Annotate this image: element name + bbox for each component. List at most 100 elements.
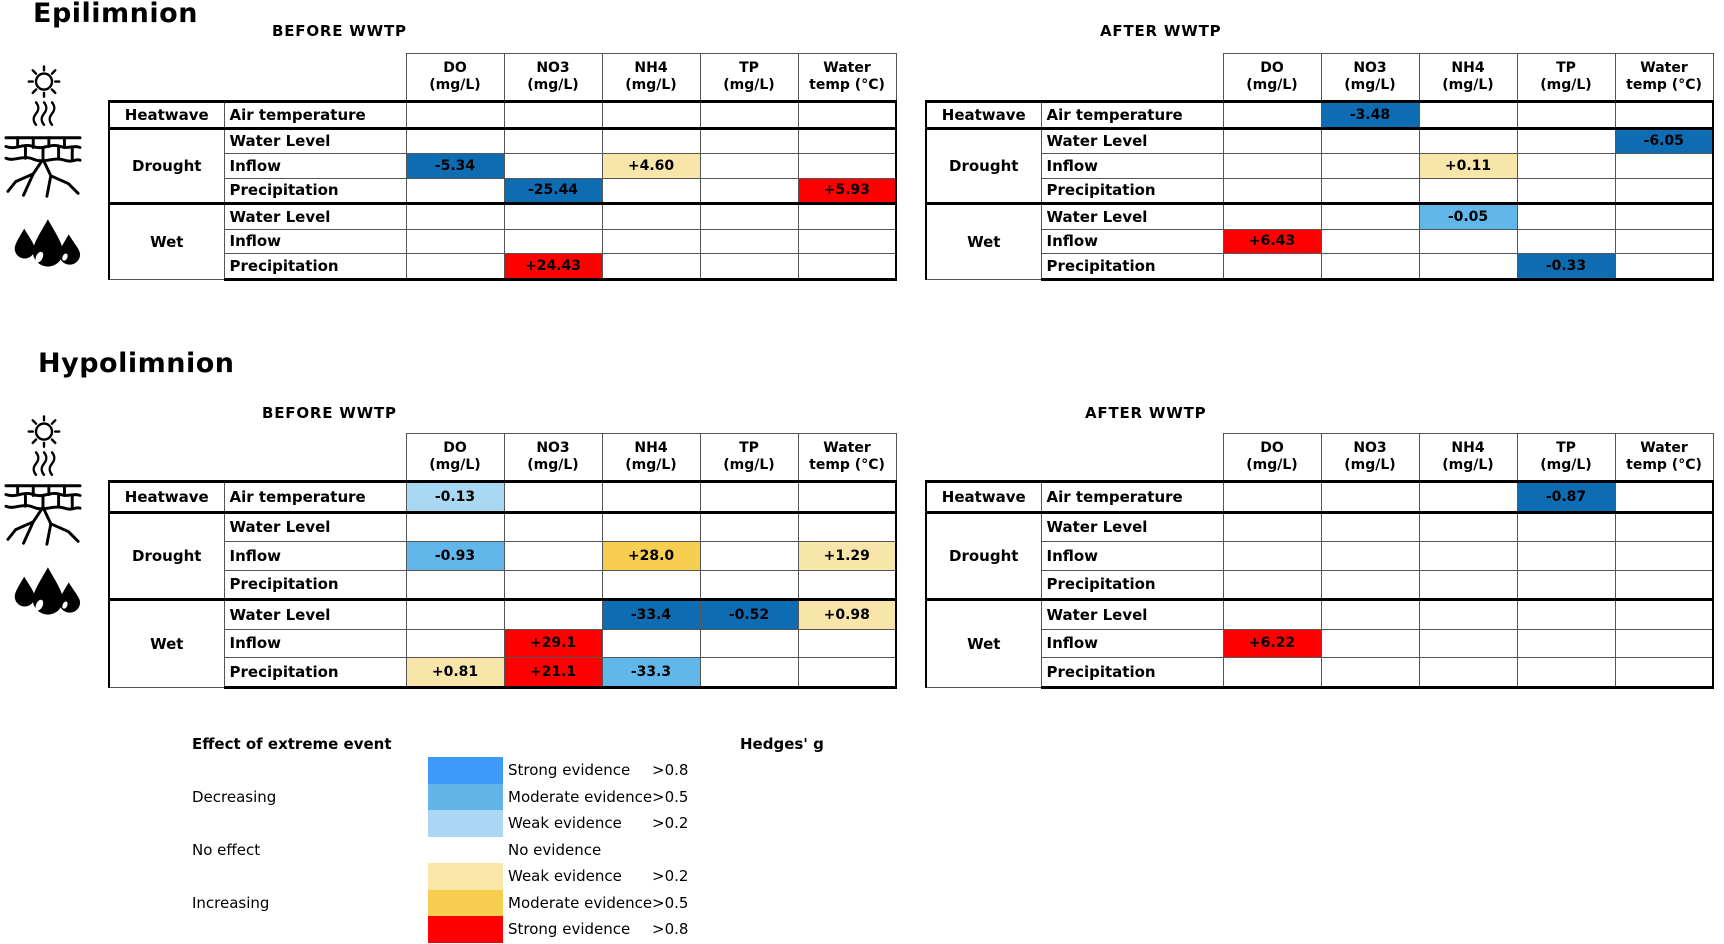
empty-cell xyxy=(503,228,603,254)
empty-cell xyxy=(1418,569,1518,600)
empty-cell xyxy=(503,126,603,154)
legend-hedges-header: Hedges' g xyxy=(740,735,824,753)
column-header: NH4 (mg/L) xyxy=(1418,53,1518,102)
row-group-label: Drought xyxy=(108,510,225,600)
value-cell: -3.48 xyxy=(1320,100,1420,129)
empty-cell xyxy=(601,510,701,542)
value-cell: +28.0 xyxy=(601,541,701,571)
empty-cell xyxy=(405,177,505,204)
row-label: Water Level xyxy=(223,202,407,230)
value-cell: +24.43 xyxy=(503,253,603,281)
value-cell: +0.11 xyxy=(1418,153,1518,179)
hypolimnion-before-label: BEFORE WWTP xyxy=(262,404,397,422)
row-group-label: Wet xyxy=(108,598,225,688)
empty-cell xyxy=(405,126,505,154)
value-cell: -33.4 xyxy=(601,598,701,630)
empty-cell xyxy=(405,202,505,230)
value-cell: -0.93 xyxy=(405,541,505,571)
row-label: Precipitation xyxy=(223,253,407,281)
row-label: Precipitation xyxy=(223,657,407,689)
empty-cell xyxy=(1320,228,1420,254)
heatwave-icon xyxy=(12,58,76,134)
empty-cell xyxy=(699,177,799,204)
row-label: Precipitation xyxy=(1040,253,1224,281)
row-label: Inflow xyxy=(1040,153,1224,179)
value-cell: -0.33 xyxy=(1516,253,1616,281)
empty-cell xyxy=(797,126,897,154)
empty-cell xyxy=(1222,253,1322,281)
empty-cell xyxy=(405,569,505,600)
empty-cell xyxy=(601,569,701,600)
column-header: Water temp (°C) xyxy=(797,53,897,102)
value-cell: -0.13 xyxy=(405,480,505,513)
legend-row: Strong evidence >0.8 xyxy=(428,916,888,943)
legend-swatch xyxy=(428,757,503,784)
empty-cell xyxy=(405,100,505,129)
row-label: Inflow xyxy=(1040,541,1224,571)
row-group-label: Drought xyxy=(108,126,225,204)
value-cell: +1.29 xyxy=(797,541,897,571)
empty-cell xyxy=(503,100,603,129)
empty-cell xyxy=(1222,480,1322,513)
row-label: Air temperature xyxy=(1040,480,1224,513)
row-label: Water Level xyxy=(1040,126,1224,154)
header-blank xyxy=(926,54,1223,102)
empty-cell xyxy=(405,510,505,542)
hypolimnion-after-label: AFTER WWTP xyxy=(1085,404,1207,422)
legend-row: Weak evidence >0.2 xyxy=(428,863,888,890)
column-header: NH4 (mg/L) xyxy=(601,53,701,102)
row-label: Precipitation xyxy=(223,569,407,600)
legend-swatch xyxy=(428,810,503,837)
legend-swatch xyxy=(428,837,503,864)
empty-cell xyxy=(503,569,603,600)
empty-cell xyxy=(1614,598,1714,630)
row-label: Inflow xyxy=(223,153,407,179)
legend-row: Strong evidence >0.8 xyxy=(428,757,888,784)
empty-cell xyxy=(405,598,505,630)
legend-effect-header: Effect of extreme event xyxy=(192,735,392,753)
value-cell: -0.87 xyxy=(1516,480,1616,513)
wet-icon xyxy=(10,548,82,630)
empty-cell xyxy=(1320,598,1420,630)
column-header: DO (mg/L) xyxy=(1222,433,1322,482)
row-group-label: Heatwave xyxy=(108,100,225,129)
empty-cell xyxy=(1222,569,1322,600)
effect-table: DO (mg/L) NO3 (mg/L) NH4 (mg/L) TP (mg/L) Water t… xyxy=(108,53,897,281)
row-label: Inflow xyxy=(223,541,407,571)
legend-evidence-label: Moderate evidence xyxy=(508,787,653,806)
empty-cell xyxy=(1614,541,1714,571)
legend-evidence-label: Strong evidence xyxy=(508,920,631,938)
empty-cell xyxy=(1614,480,1714,513)
legend-row: Moderate evidence >0.5 xyxy=(428,889,888,916)
row-group-label: Wet xyxy=(925,598,1042,688)
empty-cell xyxy=(601,628,701,658)
empty-cell xyxy=(503,510,603,542)
epilimnion-after-table-mount: DO (mg/L) NO3 (mg/L) NH4 (mg/L) TP (mg/L) Water t… xyxy=(925,53,1714,281)
empty-cell xyxy=(797,657,897,689)
empty-cell xyxy=(503,153,603,179)
hypolimnion-before-table-mount: DO (mg/L) NO3 (mg/L) NH4 (mg/L) TP (mg/L) Water t… xyxy=(108,433,897,689)
empty-cell xyxy=(405,228,505,254)
empty-cell xyxy=(797,628,897,658)
empty-cell xyxy=(1222,100,1322,129)
empty-cell xyxy=(797,510,897,542)
epilimnion-before-table-mount: DO (mg/L) NO3 (mg/L) NH4 (mg/L) TP (mg/L) Water t… xyxy=(108,53,897,281)
column-header: TP (mg/L) xyxy=(1516,53,1616,102)
column-header: DO (mg/L) xyxy=(405,53,505,102)
column-header: TP (mg/L) xyxy=(1516,433,1616,482)
empty-cell xyxy=(1222,510,1322,542)
row-label: Water Level xyxy=(1040,598,1224,630)
header-blank xyxy=(926,434,1223,482)
legend-g-value: >0.2 xyxy=(652,867,689,885)
drought-icon xyxy=(4,482,82,548)
empty-cell xyxy=(699,228,799,254)
empty-cell xyxy=(601,177,701,204)
empty-cell xyxy=(1320,628,1420,658)
value-cell: -6.05 xyxy=(1614,126,1714,154)
row-label: Precipitation xyxy=(1040,657,1224,689)
row-label: Inflow xyxy=(223,228,407,254)
legend-no-effect-label: No effect xyxy=(192,841,261,859)
legend-evidence-label: Strong evidence xyxy=(508,761,631,779)
empty-cell xyxy=(1320,253,1420,281)
